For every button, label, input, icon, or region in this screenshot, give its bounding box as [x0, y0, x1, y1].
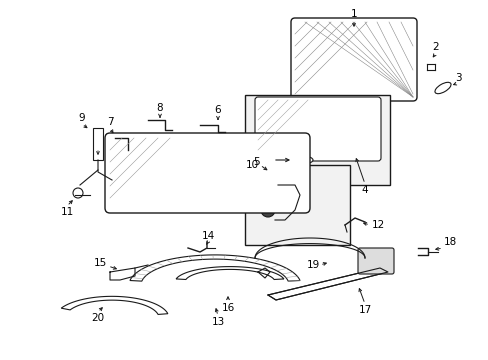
- Text: 10: 10: [245, 160, 258, 170]
- Ellipse shape: [434, 82, 450, 94]
- Text: 13: 13: [211, 317, 224, 327]
- Circle shape: [261, 203, 274, 217]
- Text: 8: 8: [156, 103, 163, 113]
- Text: 11: 11: [60, 207, 74, 217]
- Text: 18: 18: [443, 237, 456, 247]
- Text: 14: 14: [201, 231, 214, 241]
- Text: 2: 2: [432, 42, 438, 52]
- Text: 16: 16: [221, 303, 234, 313]
- Circle shape: [262, 179, 273, 191]
- Text: 17: 17: [358, 305, 371, 315]
- Polygon shape: [61, 296, 167, 314]
- Circle shape: [73, 188, 83, 198]
- Text: 4: 4: [361, 185, 367, 195]
- Polygon shape: [176, 267, 284, 279]
- Text: 6: 6: [214, 105, 221, 115]
- Polygon shape: [130, 255, 300, 281]
- Text: 19: 19: [306, 260, 319, 270]
- Text: 15: 15: [93, 258, 106, 268]
- FancyBboxPatch shape: [105, 133, 309, 213]
- Text: 20: 20: [91, 313, 104, 323]
- Text: 9: 9: [79, 113, 85, 123]
- Text: 5: 5: [253, 157, 260, 167]
- FancyBboxPatch shape: [254, 97, 380, 161]
- Ellipse shape: [296, 157, 312, 163]
- Bar: [244, 95, 389, 185]
- Bar: [244, 165, 349, 245]
- FancyBboxPatch shape: [357, 248, 393, 274]
- FancyBboxPatch shape: [290, 18, 416, 101]
- Text: 7: 7: [106, 117, 113, 127]
- Bar: [93, 128, 103, 160]
- Text: 12: 12: [370, 220, 384, 230]
- Polygon shape: [267, 268, 387, 300]
- Text: 1: 1: [350, 9, 357, 19]
- Text: 3: 3: [454, 73, 460, 83]
